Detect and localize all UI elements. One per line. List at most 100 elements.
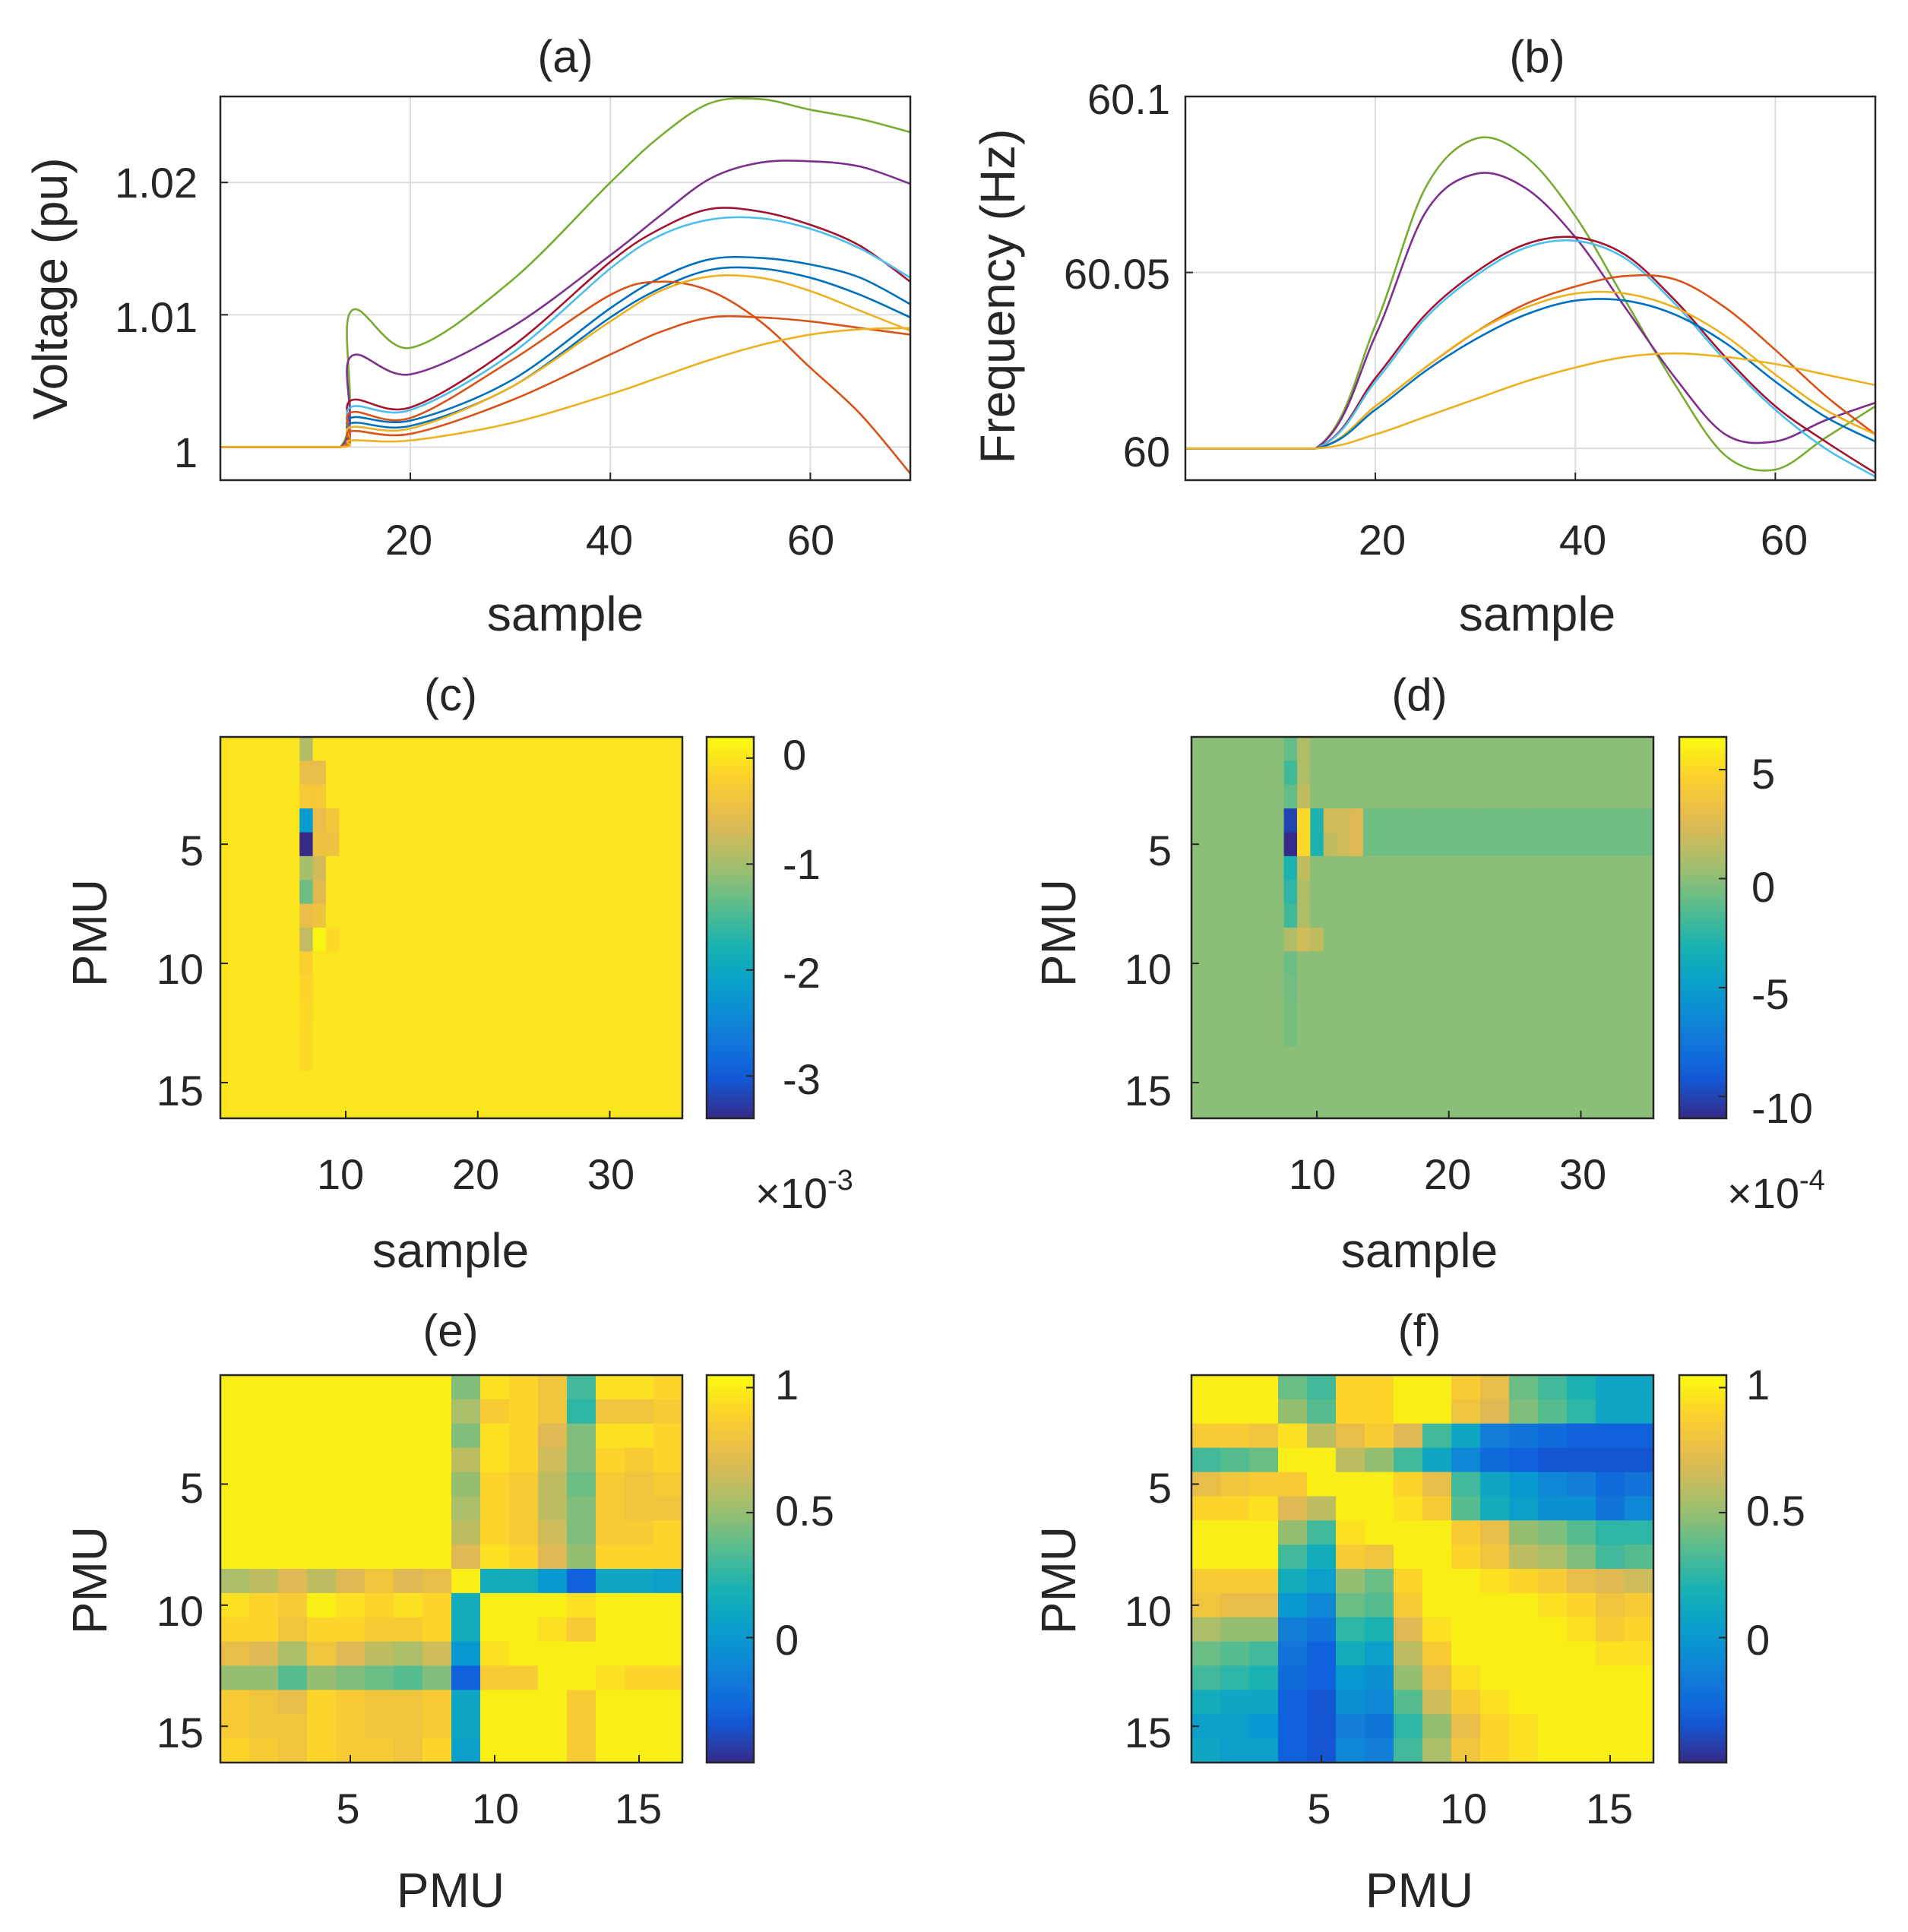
panel-f-cell-r16-c9 [1422, 1738, 1452, 1763]
panel-d-cell-r9-c13 [1350, 928, 1364, 952]
panel-c-cell-r7-c29 [590, 880, 604, 905]
panel-c-cell-r13-c28 [577, 1023, 590, 1048]
panel-d: (d) sample PMU 10 20 30 5 10 15 5 0 -5 -… [1031, 669, 1825, 1278]
panel-d-cell-r10-c23 [1482, 951, 1496, 976]
panel-e-cell-r14-c15 [625, 1690, 654, 1715]
panel-d-cell-r3-c25 [1508, 784, 1522, 809]
panel-d-cell-r2-c6 [1257, 760, 1271, 786]
panel-d-cell-r8-c29 [1561, 903, 1575, 928]
panel-d-cell-r3-c14 [1362, 784, 1377, 809]
panel-d-cell-r4-c10 [1310, 808, 1324, 833]
panel-e-cell-r6-c15 [625, 1496, 654, 1521]
panel-d-cell-r10-c31 [1587, 951, 1602, 976]
panel-c-xtick-10: 10 [317, 1150, 364, 1198]
panel-c-cell-r12-c24 [524, 999, 538, 1024]
panel-e-cell-r13-c12 [538, 1665, 568, 1690]
panel-f-cell-r10-c11 [1480, 1592, 1510, 1618]
panel-e-cell-r11-c14 [596, 1617, 625, 1643]
panel-c-cell-r2-c27 [563, 760, 577, 786]
panel-d-cell-r15-c6 [1257, 1070, 1271, 1096]
panel-d-cell-r2-c32 [1600, 760, 1615, 786]
panel-d-cell-r11-c17 [1402, 975, 1416, 1000]
panel-f-xtick-5: 5 [1307, 1785, 1331, 1832]
panel-c-cell-r3-c18 [445, 784, 459, 809]
panel-a-series-group [220, 97, 910, 475]
panel-c-cell-r11-c20 [471, 975, 486, 1000]
panel-d-title: (d) [1391, 669, 1447, 720]
panel-e-cell-r3-c3 [278, 1423, 308, 1449]
panel-d-cell-r5-c7 [1270, 832, 1285, 857]
panel-d-cell-r5-c10 [1310, 832, 1324, 857]
panel-c-cell-r9-c26 [550, 928, 565, 952]
panel-c-cell-r15-c2 [233, 1070, 248, 1096]
panel-c-cell-r13-c2 [233, 1023, 248, 1048]
panel-c-cell-r9-c14 [391, 928, 406, 952]
panel-d-cell-r7-c16 [1389, 880, 1403, 905]
panel-c-cell-r5-c32 [629, 832, 644, 857]
panel-d-cell-r3-c12 [1337, 784, 1351, 809]
panel-d-cell-r16-c2 [1204, 1094, 1219, 1119]
panel-c-cell-r4-c4 [260, 808, 274, 833]
panel-c-cell-r11-c19 [457, 975, 472, 1000]
panel-e-cell-r8-c9 [451, 1545, 481, 1570]
panel-c-cell-r12-c2 [233, 999, 248, 1024]
panel-c-cell-r5-c3 [246, 832, 261, 857]
panel-c-cell-r6-c20 [471, 855, 486, 881]
panel-d-cell-r5-c20 [1442, 832, 1457, 857]
panel-d-cell-r2-c2 [1204, 760, 1219, 786]
panel-c-cell-r6-c30 [603, 855, 617, 881]
panel-d-cell-r13-c10 [1310, 1023, 1324, 1048]
panel-d-cell-r12-c9 [1296, 999, 1311, 1024]
panel-d-cell-r10-c9 [1296, 951, 1311, 976]
panel-b-xlabel: sample [1459, 587, 1615, 641]
panel-c-cell-r4-c22 [497, 808, 511, 833]
panel-f-xtick-10: 10 [1440, 1785, 1487, 1832]
panel-c-cell-r12-c14 [391, 999, 406, 1024]
panel-c-cell-r13-c4 [260, 1023, 274, 1048]
panel-c-cell-r14-c18 [445, 1046, 459, 1071]
panel-b-series-1 [1185, 136, 1875, 472]
panel-d-cell-r12-c17 [1402, 999, 1416, 1024]
panel-f-cell-r10-c5 [1307, 1592, 1337, 1618]
panel-f-cell-r7-c5 [1307, 1520, 1337, 1545]
panel-d-cell-r1-c10 [1310, 737, 1324, 761]
panel-c-cell-r6-c5 [273, 855, 287, 881]
panel-c-cell-r2-c6 [286, 760, 300, 786]
panel-d-cell-r8-c26 [1521, 903, 1536, 928]
panel-c-cell-r14-c1 [220, 1046, 234, 1071]
panel-d-cell-r11-c30 [1574, 975, 1588, 1000]
panel-c-cell-r2-c9 [325, 760, 340, 786]
panel-d-cell-r10-c32 [1600, 951, 1615, 976]
panel-d-cell-r3-c1 [1191, 784, 1205, 809]
panel-c-cell-r11-c2 [233, 975, 248, 1000]
panel-c-cell-r2-c1 [220, 760, 234, 786]
panel-e-cell-r12-c4 [307, 1641, 337, 1667]
panel-f-cell-r3-c12 [1509, 1423, 1539, 1449]
panel-f-cell-r12-c12 [1509, 1641, 1539, 1667]
panel-f-cell-r7-c14 [1567, 1520, 1596, 1545]
panel-c-cell-r15-c29 [590, 1070, 604, 1096]
panel-f-cell-r8-c12 [1509, 1545, 1539, 1570]
panel-f-cell-r8-c7 [1365, 1545, 1394, 1570]
panel-c-cell-r13-c10 [339, 1023, 353, 1048]
panel-e-cell-r14-c12 [538, 1690, 568, 1715]
panel-c-cell-r2-c12 [365, 760, 380, 786]
panel-d-cell-r14-c2 [1204, 1046, 1219, 1071]
panel-b: (b) sample Frequency (Hz) 20 40 60 60 60… [970, 31, 1877, 641]
panel-c-cell-r12-c3 [246, 999, 261, 1024]
panel-d-cell-r9-c14 [1362, 928, 1377, 952]
panel-d-cell-r13-c26 [1521, 1023, 1536, 1048]
panel-f-cell-r8-c1 [1191, 1545, 1221, 1570]
panel-d-cell-r5-c14 [1362, 832, 1377, 857]
panel-d-cell-r8-c31 [1587, 903, 1602, 928]
panel-d-cell-r4-c27 [1534, 808, 1549, 833]
panel-c-cell-r12-c22 [497, 999, 511, 1024]
panel-f-cell-r9-c9 [1422, 1569, 1452, 1594]
panel-d-cell-r5-c26 [1521, 832, 1536, 857]
panel-e-cell-r12-c1 [220, 1641, 250, 1667]
panel-a-plot [219, 95, 912, 482]
panel-d-cell-r13-c9 [1296, 1023, 1311, 1048]
panel-c-cell-r3-c27 [563, 784, 577, 809]
panel-c-cell-r12-c5 [273, 999, 287, 1024]
panel-d-cell-r13-c29 [1561, 1023, 1575, 1048]
